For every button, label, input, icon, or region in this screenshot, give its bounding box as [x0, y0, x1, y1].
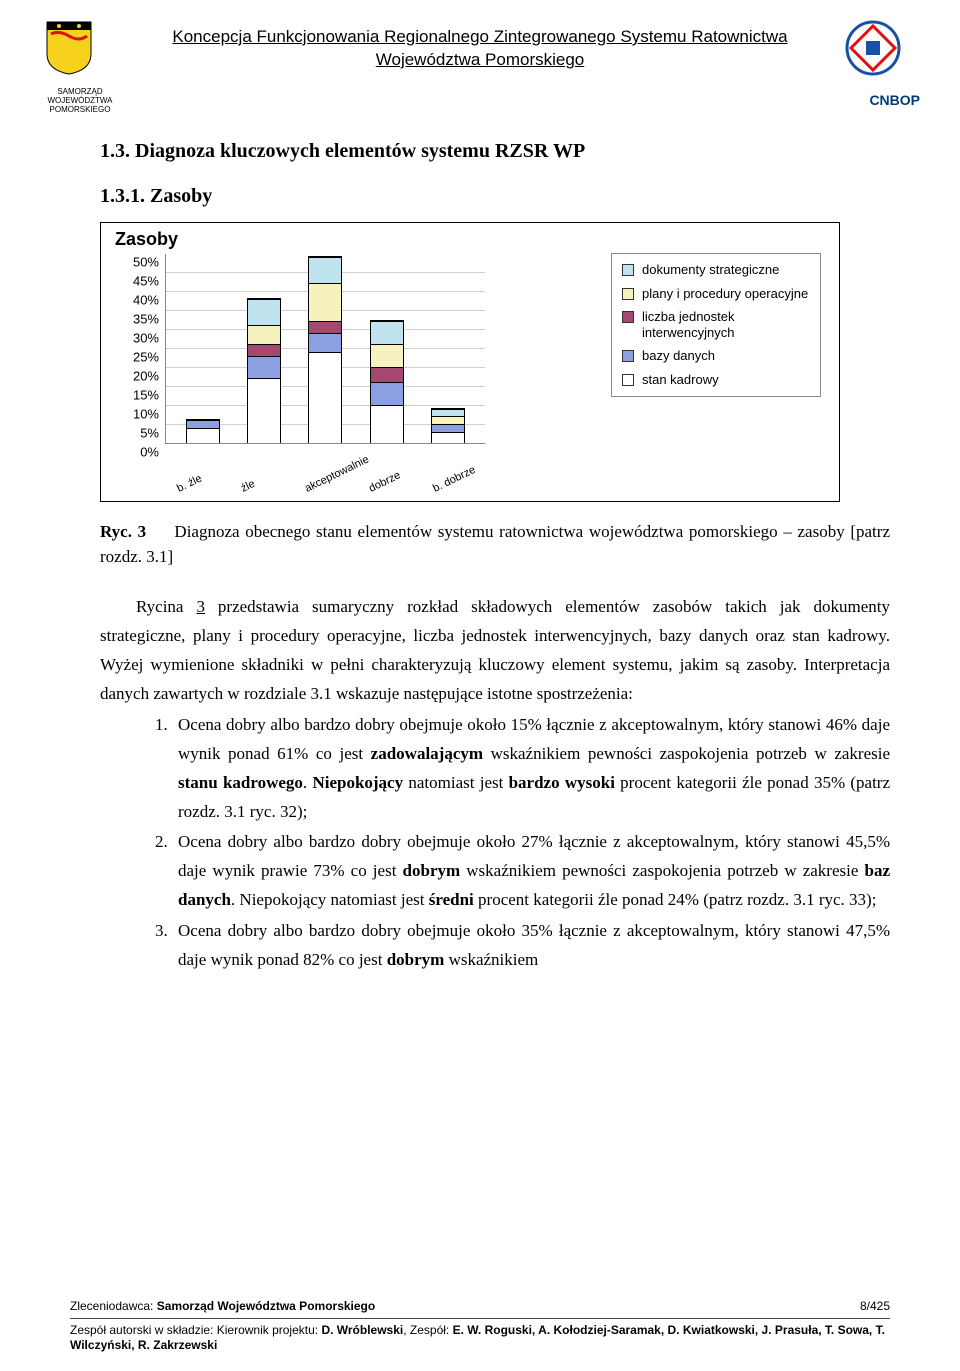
page-footer: Zleceniodawca: Samorząd Województwa Pomo…: [70, 1299, 890, 1353]
bar-segment: [432, 432, 464, 443]
bar-segment: [371, 382, 403, 405]
bar-segment: [371, 405, 403, 443]
legend-label: stan kadrowy: [642, 372, 719, 388]
list-item: Ocena dobry albo bardzo dobry obejmuje o…: [172, 828, 890, 915]
x-label: źle: [239, 478, 257, 495]
logo-left: [45, 20, 105, 81]
legend-swatch: [622, 374, 634, 386]
y-tick: 0%: [115, 445, 159, 460]
x-label: dobrze: [367, 469, 402, 495]
y-tick: 40%: [115, 293, 159, 308]
bar-segment: [248, 299, 280, 326]
cnbop-icon: [845, 20, 901, 76]
bar-segment: [309, 352, 341, 443]
page-header: SAMORZĄD WOJEWÓDZTWA POMORSKIEGO CNBOP K…: [70, 20, 890, 110]
bar-segment: [371, 367, 403, 382]
header-right-caption: CNBOP: [869, 92, 920, 108]
bar-segment: [432, 409, 464, 417]
legend-swatch: [622, 288, 634, 300]
x-axis-labels: b. źleźleakceptowalniedobrzeb. dobrze: [165, 474, 485, 510]
chart-bars: [166, 254, 485, 443]
y-tick: 15%: [115, 388, 159, 403]
section-name: Diagnoza kluczowych elementów systemu RZ…: [135, 140, 585, 162]
bar-stack: [186, 419, 220, 443]
bar-segment: [187, 420, 219, 428]
y-tick: 10%: [115, 407, 159, 422]
x-label: akceptowalnie: [303, 453, 371, 494]
y-tick: 50%: [115, 255, 159, 270]
bar-segment: [371, 344, 403, 367]
footer-client-name: Samorząd Województwa Pomorskiego: [157, 1299, 375, 1313]
x-label: b. dobrze: [431, 464, 477, 495]
section-title: 1.3. Diagnoza kluczowych elementów syste…: [100, 140, 890, 163]
bar-segment: [309, 257, 341, 284]
figure-caption: Ryc. 3 Diagnoza obecnego stanu elementów…: [100, 520, 890, 569]
caption-prefix: Ryc. 3: [100, 522, 146, 541]
x-label: b. źle: [175, 472, 204, 494]
logo-right: [845, 20, 915, 81]
legend-swatch: [622, 264, 634, 276]
bar-segment: [309, 333, 341, 352]
legend-item: liczba jednostek interwencyjnych: [622, 309, 810, 340]
legend-item: stan kadrowy: [622, 372, 810, 388]
chart-title: Zasoby: [115, 229, 825, 250]
subsection-num: 1.3.1.: [100, 185, 145, 207]
bar-stack: [370, 320, 404, 443]
list-item: Ocena dobry albo bardzo dobry obejmuje o…: [172, 917, 890, 975]
bar-segment: [248, 356, 280, 379]
bar-segment: [187, 428, 219, 443]
legend-label: liczba jednostek interwencyjnych: [642, 309, 810, 340]
para-intro: Rycina 3 przedstawia sumaryczny rozkład …: [100, 593, 890, 709]
legend-label: plany i procedury operacyjne: [642, 286, 808, 302]
y-tick: 5%: [115, 426, 159, 441]
bar-stack: [308, 256, 342, 443]
bar-segment: [248, 378, 280, 443]
bar-stack: [431, 408, 465, 443]
legend-label: bazy danych: [642, 348, 715, 364]
legend-item: bazy danych: [622, 348, 810, 364]
bar-stack: [247, 298, 281, 443]
legend-swatch: [622, 350, 634, 362]
bar-segment: [432, 416, 464, 424]
footer-team: Zespół autorski w składzie: Kierownik pr…: [70, 1323, 890, 1353]
caption-text: Diagnoza obecnego stanu elementów system…: [100, 522, 890, 566]
bar-segment: [309, 283, 341, 321]
header-left-caption: SAMORZĄD WOJEWÓDZTWA POMORSKIEGO: [35, 88, 125, 114]
legend-item: dokumenty strategiczne: [622, 262, 810, 278]
header-title: Koncepcja Funkcjonowania Regionalnego Zi…: [70, 20, 890, 72]
legend-label: dokumenty strategiczne: [642, 262, 779, 278]
chart-zasoby: Zasoby 0% 5% 10% 15% 20% 25% 30% 35% 40% 45% 50% b…: [100, 222, 840, 502]
body-list: Ocena dobry albo bardzo dobry obejmuje o…: [172, 711, 890, 975]
list-item: Ocena dobry albo bardzo dobry obejmuje o…: [172, 711, 890, 827]
y-tick: 30%: [115, 331, 159, 346]
subsection-name: Zasoby: [150, 185, 212, 207]
chart-plot: [165, 254, 485, 444]
legend-swatch: [622, 311, 634, 323]
legend-item: plany i procedury operacyjne: [622, 286, 810, 302]
bar-segment: [432, 424, 464, 432]
y-tick: 25%: [115, 350, 159, 365]
chart-legend: dokumenty strategiczne plany i procedury …: [611, 253, 821, 397]
y-tick: 35%: [115, 312, 159, 327]
page-number: 8/425: [860, 1299, 890, 1314]
bar-segment: [309, 321, 341, 332]
section-num: 1.3.: [100, 140, 130, 162]
body-text: Rycina 3 przedstawia sumaryczny rozkład …: [100, 593, 890, 975]
footer-client: Zleceniodawca: Samorząd Województwa Pomo…: [70, 1299, 375, 1313]
y-axis: 0%5%10%15%20%25%30%35%40%45%50%: [115, 254, 165, 444]
header-title-line2: Województwa Pomorskiego: [376, 50, 585, 69]
bar-segment: [248, 344, 280, 355]
y-tick: 20%: [115, 369, 159, 384]
shield-icon: [45, 20, 93, 76]
y-tick: 45%: [115, 274, 159, 289]
header-title-line1: Koncepcja Funkcjonowania Regionalnego Zi…: [172, 27, 787, 46]
bar-segment: [371, 321, 403, 344]
bar-segment: [248, 325, 280, 344]
subsection-title: 1.3.1. Zasoby: [100, 185, 890, 208]
